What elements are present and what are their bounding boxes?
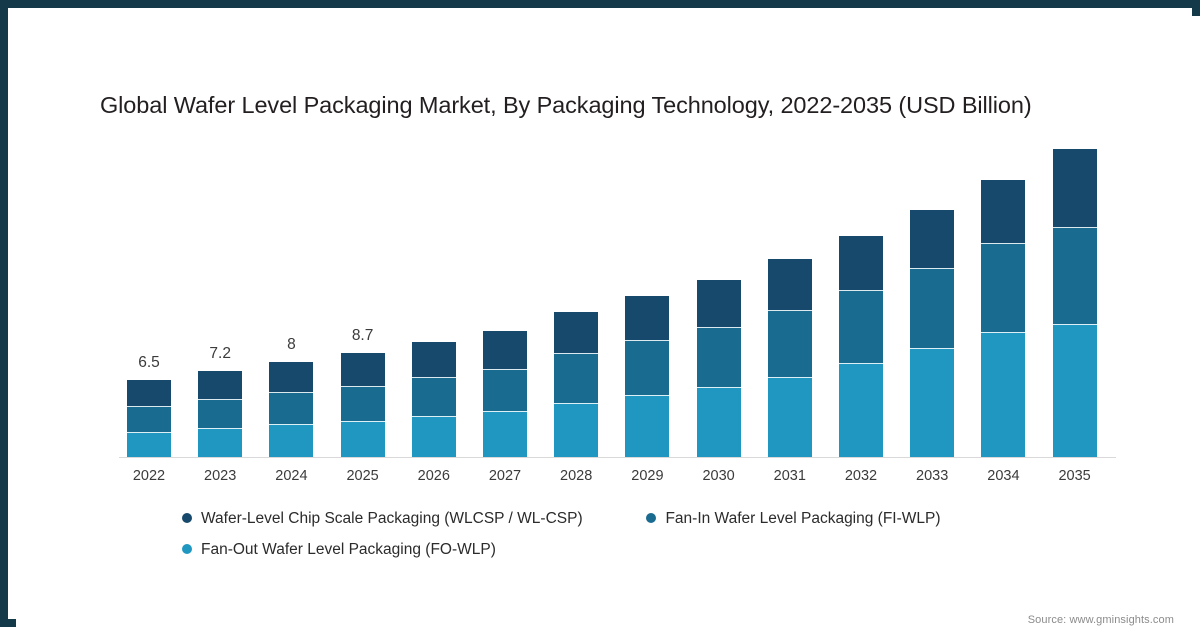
legend-item-label: Wafer-Level Chip Scale Packaging (WLCSP …: [201, 510, 583, 527]
x-axis-tick-label: 2032: [844, 468, 878, 484]
bar-segment[interactable]: [483, 369, 527, 411]
bar-segment[interactable]: [839, 290, 883, 363]
bar-segment[interactable]: [554, 312, 599, 353]
bar-stack[interactable]: [269, 362, 314, 458]
bar-value-label: 8.7: [351, 327, 374, 344]
source-attribution: Source: www.gminsights.com: [1027, 614, 1174, 626]
legend: Wafer-Level Chip Scale Packaging (WLCSP …: [182, 508, 1122, 570]
bar-segment[interactable]: [340, 421, 385, 458]
bar-segment[interactable]: [910, 268, 955, 348]
chart-canvas: Global Wafer Level Packaging Market, By …: [16, 16, 1200, 627]
bar-segment[interactable]: [483, 331, 527, 369]
bar-segment[interactable]: [625, 296, 670, 340]
x-axis-tick-label: 2029: [631, 468, 664, 484]
bar-segment[interactable]: [269, 362, 314, 392]
legend-item-label: Fan-In Wafer Level Packaging (FI-WLP): [665, 510, 941, 527]
bar-segment[interactable]: [198, 428, 243, 458]
bar-stack[interactable]: [625, 296, 670, 458]
bar-segment[interactable]: [127, 406, 171, 432]
plot-area: 6.5 7.2 8 8.7: [119, 136, 1116, 458]
legend-item-fiwlp[interactable]: Fan-In Wafer Level Packaging (FI-WLP): [646, 508, 941, 530]
page-title: Global Wafer Level Packaging Market, By …: [100, 92, 1032, 118]
bar-stack[interactable]: [127, 380, 171, 458]
bar-segment[interactable]: [483, 411, 527, 458]
x-axis-tick-label: 2035: [1058, 468, 1091, 484]
bar-stack[interactable]: [1052, 149, 1097, 458]
bar-segment[interactable]: [910, 348, 955, 458]
bar-stack[interactable]: [839, 236, 883, 458]
legend-item-wlcsp[interactable]: Wafer-Level Chip Scale Packaging (WLCSP …: [182, 508, 642, 530]
bar-segment[interactable]: [839, 236, 883, 290]
bar-value-label: 8: [287, 336, 296, 353]
bar-stack[interactable]: [554, 312, 599, 458]
bar-stack[interactable]: [483, 331, 527, 458]
bar-segment[interactable]: [198, 399, 243, 428]
legend-row-2: Fan-Out Wafer Level Packaging (FO-WLP): [182, 539, 1122, 570]
x-axis-tick-label: 2028: [560, 468, 593, 484]
x-axis-tick-label: 2033: [916, 468, 949, 484]
bar-segment[interactable]: [554, 403, 599, 458]
bar-segment[interactable]: [340, 353, 385, 386]
bar-segment[interactable]: [767, 310, 812, 377]
legend-swatch-icon: [646, 513, 657, 523]
bar-stack[interactable]: [981, 180, 1026, 458]
bar-segment[interactable]: [696, 327, 741, 387]
x-axis-tick-label: 2031: [773, 468, 806, 484]
bar-segment[interactable]: [981, 180, 1026, 243]
bar-segment[interactable]: [839, 363, 883, 458]
bar-segment[interactable]: [269, 424, 314, 458]
bar-segment[interactable]: [625, 340, 670, 395]
bar-segment[interactable]: [767, 259, 812, 310]
bar-segment[interactable]: [910, 210, 955, 268]
legend-item-fowlp[interactable]: Fan-Out Wafer Level Packaging (FO-WLP): [182, 539, 496, 561]
x-axis-tick-label: 2023: [204, 468, 237, 484]
legend-swatch-icon: [182, 513, 192, 523]
bar-stack[interactable]: [767, 259, 812, 458]
bar-segment[interactable]: [981, 243, 1026, 332]
bar-segment[interactable]: [696, 387, 741, 458]
bar-stack[interactable]: [411, 342, 456, 458]
bar-segment[interactable]: [269, 392, 314, 424]
x-axis-tick-label: 2027: [488, 468, 522, 484]
bar-segment[interactable]: [981, 332, 1026, 458]
bar-segment[interactable]: [1052, 324, 1097, 458]
bar-segment[interactable]: [625, 395, 670, 458]
bar-segment[interactable]: [198, 371, 243, 399]
x-axis-tick-label: 2022: [132, 468, 166, 484]
bar-segment[interactable]: [127, 380, 171, 406]
bar-segment[interactable]: [127, 432, 171, 458]
legend-swatch-icon: [182, 544, 192, 554]
bar-segment[interactable]: [411, 377, 456, 416]
bar-segment[interactable]: [340, 386, 385, 421]
x-axis-tick-label: 2030: [702, 468, 735, 484]
bar-segment[interactable]: [696, 280, 741, 327]
bar-stack[interactable]: [696, 280, 741, 458]
x-axis-tick-label: 2034: [987, 468, 1020, 484]
bar-segment[interactable]: [411, 416, 456, 458]
bar-value-label: 7.2: [209, 345, 231, 362]
x-axis-tick-label: 2024: [275, 468, 308, 484]
legend-row-1: Wafer-Level Chip Scale Packaging (WLCSP …: [182, 508, 1122, 539]
bar-stack[interactable]: [340, 353, 385, 458]
bar-segment[interactable]: [767, 377, 812, 458]
bar-value-label: 6.5: [138, 354, 160, 371]
bar-segment[interactable]: [411, 342, 456, 377]
bar-segment[interactable]: [1052, 149, 1097, 227]
x-axis-tick-label: 2026: [417, 468, 450, 484]
bar-stack[interactable]: [910, 210, 955, 458]
x-axis-line: [119, 457, 1116, 458]
bar-segment[interactable]: [1052, 227, 1097, 324]
x-axis-tick-label: 2025: [346, 468, 379, 484]
legend-item-label: Fan-Out Wafer Level Packaging (FO-WLP): [201, 541, 496, 558]
bar-stack[interactable]: [198, 371, 243, 458]
bar-segment[interactable]: [554, 353, 599, 403]
